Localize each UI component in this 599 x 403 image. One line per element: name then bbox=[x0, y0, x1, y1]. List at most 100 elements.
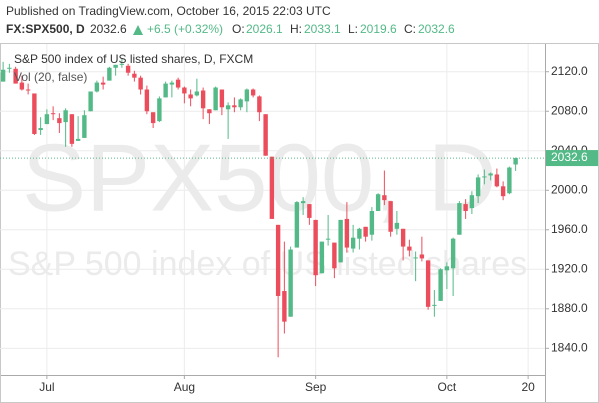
low-value: 2019.6 bbox=[360, 22, 397, 36]
price-label-box bbox=[546, 150, 598, 167]
open-label: O: bbox=[232, 22, 245, 36]
candle-body bbox=[319, 241, 325, 274]
y-tick-label: 2120.0 bbox=[551, 64, 588, 78]
candle-body bbox=[244, 89, 250, 102]
y-tick-label: 1960.0 bbox=[551, 222, 588, 236]
up-arrow bbox=[133, 25, 143, 35]
candle-body bbox=[288, 249, 293, 317]
candle-body bbox=[107, 67, 112, 81]
candle-body bbox=[463, 204, 468, 212]
candle-body bbox=[307, 204, 312, 218]
candle-body bbox=[382, 195, 387, 201]
high-value: 2033.1 bbox=[304, 22, 341, 36]
candle-body bbox=[313, 219, 318, 276]
published-note: Published on TradingView.com, October 16… bbox=[6, 4, 331, 18]
symbol: FX:SPX500, D bbox=[6, 22, 85, 36]
candle-body bbox=[138, 77, 143, 90]
change: +6.5 (+0.32%) bbox=[147, 22, 223, 36]
candle-body bbox=[57, 118, 62, 124]
candle-body bbox=[82, 115, 87, 138]
x-tick-label: 20 bbox=[521, 380, 535, 394]
candle-body bbox=[407, 246, 412, 251]
candle-body bbox=[275, 224, 281, 296]
candle-body bbox=[38, 128, 43, 131]
candle-body bbox=[413, 257, 418, 259]
candle-body bbox=[325, 238, 331, 240]
candle-body bbox=[200, 90, 206, 109]
candle-body bbox=[32, 93, 37, 134]
indicator-legend: Vol (20, false) bbox=[14, 70, 87, 84]
y-tick-label: 1840.0 bbox=[551, 340, 588, 354]
candle-body bbox=[350, 237, 356, 249]
watermark-description: S&P 500 index of US listed shares bbox=[8, 245, 527, 283]
candle-body bbox=[494, 174, 500, 187]
candle-body bbox=[332, 242, 337, 269]
candle-body bbox=[232, 105, 237, 108]
candle-body bbox=[238, 99, 243, 108]
candle-body bbox=[157, 98, 162, 122]
y-tick-label: 2000.0 bbox=[551, 182, 588, 196]
candle-body bbox=[394, 222, 400, 229]
y-tick-label: 2080.0 bbox=[551, 103, 588, 117]
open-value: 2026.1 bbox=[246, 22, 283, 36]
candle-body bbox=[444, 266, 450, 271]
candle-body bbox=[132, 73, 137, 78]
candle-body bbox=[88, 91, 93, 112]
candle-body bbox=[375, 194, 381, 212]
candle-body bbox=[94, 82, 100, 92]
candle-body bbox=[419, 254, 425, 259]
candle-body bbox=[357, 228, 362, 239]
candle-body bbox=[19, 82, 25, 90]
candle-body bbox=[388, 201, 393, 232]
candle-body bbox=[125, 65, 131, 73]
candle-body bbox=[475, 177, 481, 197]
y-tick-label: 1880.0 bbox=[551, 301, 588, 315]
candle-body bbox=[282, 291, 287, 322]
candle-body bbox=[344, 218, 350, 248]
candle-body bbox=[75, 138, 81, 141]
series-legend: S&P 500 index of US listed shares, D, FX… bbox=[14, 52, 253, 66]
candle-body bbox=[500, 186, 506, 197]
candle-body bbox=[50, 113, 56, 115]
candle-body bbox=[169, 82, 175, 85]
candle-body bbox=[194, 91, 200, 96]
candle-body bbox=[269, 156, 275, 219]
candle-body bbox=[369, 211, 375, 235]
candle-body bbox=[182, 87, 187, 94]
candle-body bbox=[175, 79, 181, 88]
x-tick-label: Oct bbox=[438, 380, 457, 394]
candle-body bbox=[263, 114, 268, 156]
candle-body bbox=[513, 158, 518, 165]
candle-body bbox=[432, 304, 437, 306]
candle-body bbox=[207, 109, 212, 114]
candle-body bbox=[225, 105, 231, 110]
candle-body bbox=[63, 110, 68, 123]
close-label: C: bbox=[404, 22, 416, 36]
candle-body bbox=[144, 89, 150, 112]
candle-body bbox=[294, 202, 300, 248]
price-label: 2032.6 bbox=[551, 150, 588, 164]
x-tick-label: Jul bbox=[39, 380, 54, 394]
candle-body bbox=[250, 89, 256, 96]
last-price: 2032.6 bbox=[90, 22, 127, 36]
candle-body bbox=[425, 260, 431, 307]
candle-body bbox=[100, 82, 106, 85]
x-tick-label: Aug bbox=[174, 380, 195, 394]
candle-body bbox=[338, 219, 343, 263]
candle-body bbox=[163, 83, 168, 98]
candle-body bbox=[150, 112, 156, 124]
high-label: H: bbox=[290, 22, 302, 36]
candle-body bbox=[13, 68, 18, 84]
axes: 1840.01880.01920.01960.02000.02040.02080… bbox=[39, 64, 598, 394]
candle-body bbox=[488, 173, 493, 176]
candle-body bbox=[300, 201, 306, 204]
candle-body bbox=[469, 195, 475, 209]
candle-body bbox=[219, 89, 225, 108]
candle-body bbox=[188, 94, 193, 99]
low-label: L: bbox=[348, 22, 358, 36]
watermark-symbol: SPX500, D bbox=[22, 124, 497, 231]
candle-body bbox=[119, 63, 125, 65]
candle-body bbox=[257, 96, 262, 113]
